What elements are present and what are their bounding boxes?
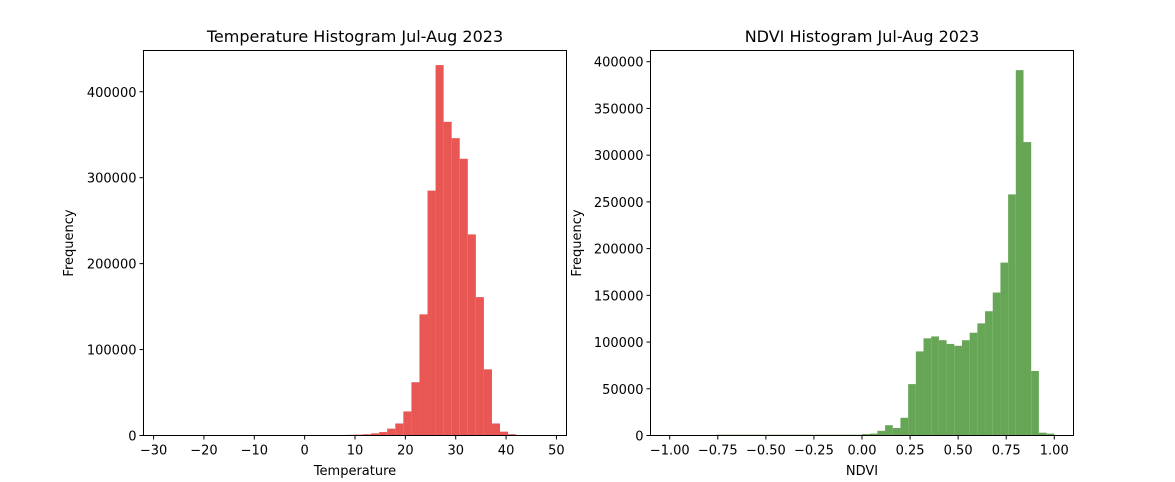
x-tick-label: −20 <box>190 444 217 459</box>
histogram-bar <box>500 431 509 436</box>
histogram-bar <box>491 423 501 436</box>
y-tick-label: 400000 <box>87 86 137 101</box>
histogram-bar <box>508 434 517 436</box>
histogram-bar <box>435 65 444 436</box>
x-tick-label: 10 <box>347 444 364 459</box>
histogram-bar <box>954 345 962 436</box>
histogram-bar <box>977 323 986 436</box>
y-tick-label: 0 <box>635 430 643 445</box>
x-tick-label: 20 <box>397 444 414 459</box>
chart-title: NDVI Histogram Jul-Aug 2023 <box>745 27 980 46</box>
y-tick-label: 200000 <box>594 243 644 258</box>
x-axis-label: NDVI <box>846 464 878 479</box>
histogram-bar <box>969 332 978 436</box>
histogram-bar <box>915 351 924 436</box>
histogram-bar <box>885 425 893 436</box>
plot-frame <box>650 50 1074 436</box>
y-tick-label: 200000 <box>87 258 137 273</box>
x-tick-label: 0.25 <box>896 444 925 459</box>
histogram-bar <box>1000 262 1009 436</box>
y-tick-label: 0 <box>128 430 136 445</box>
y-tick-label: 350000 <box>594 102 644 117</box>
y-tick-label: 150000 <box>594 289 644 304</box>
y-tick-label: 300000 <box>594 149 644 164</box>
x-tick-label: −0.25 <box>794 444 834 459</box>
histogram-bar <box>1031 371 1039 436</box>
x-tick-label: 0.50 <box>944 444 973 459</box>
ticks: −1.00 −0.75 −0.50 −0.25 0.00 0.25 0.50 0.75 1.00… <box>594 56 1069 459</box>
x-tick-label: −0.50 <box>746 444 786 459</box>
y-tick-label: 250000 <box>594 196 644 211</box>
histogram-bar <box>1038 432 1047 436</box>
ticks: −30 −20 −10 0 10 20 30 40 50 0 100000 200000 300000 4… <box>87 86 565 459</box>
histogram-bar <box>908 384 916 436</box>
histogram-bar <box>1046 433 1055 436</box>
histogram-bar <box>862 434 870 436</box>
x-tick-label: 0.00 <box>848 444 877 459</box>
x-tick-label: 40 <box>498 444 515 459</box>
histogram-bar <box>877 430 886 436</box>
x-tick-label: 1.00 <box>1040 444 1069 459</box>
histogram-bar <box>1023 142 1032 436</box>
histogram-bar <box>985 311 993 436</box>
histogram-bar <box>443 121 452 436</box>
histogram-bar <box>379 432 388 436</box>
x-tick-label: −0.75 <box>698 444 738 459</box>
bars <box>669 70 1055 436</box>
histogram-bar <box>459 158 468 436</box>
ndvi-histogram: NDVI Histogram Jul-Aug 2023 Frequency ND… <box>570 27 1074 479</box>
histogram-bar <box>363 434 372 436</box>
histogram-bar <box>387 428 396 436</box>
histogram-bar <box>1008 194 1016 436</box>
y-tick-label: 400000 <box>594 56 644 71</box>
x-tick-label: −1.00 <box>650 444 690 459</box>
histogram-bar <box>892 428 901 436</box>
y-tick-label: 300000 <box>87 172 137 187</box>
x-axis-label: Temperature <box>313 464 396 479</box>
histogram-bar <box>900 417 909 436</box>
x-tick-label: −10 <box>241 444 268 459</box>
histogram-bar <box>451 138 460 436</box>
y-tick-label: 50000 <box>602 383 643 398</box>
histogram-bar <box>1015 70 1024 436</box>
x-tick-label: 0.75 <box>992 444 1021 459</box>
histogram-bar <box>371 433 380 436</box>
histogram-bar <box>923 338 932 436</box>
plot-frame <box>143 50 567 436</box>
temperature-histogram: Temperature Histogram Jul-Aug 2023 Frequ… <box>62 27 567 479</box>
histogram-bar <box>483 369 492 436</box>
y-axis-label: Frequency <box>570 209 585 276</box>
histogram-bar <box>427 190 436 436</box>
x-tick-label: 50 <box>548 444 565 459</box>
chart-title: Temperature Histogram Jul-Aug 2023 <box>206 27 503 46</box>
histogram-bar <box>403 411 412 436</box>
histogram-bar <box>946 343 955 436</box>
histogram-bar <box>931 336 939 436</box>
histogram-bar <box>395 423 404 436</box>
bars <box>153 65 549 436</box>
histogram-bar <box>419 314 428 436</box>
histogram-bar <box>961 340 970 436</box>
x-tick-label: 30 <box>447 444 464 459</box>
histogram-bar <box>411 382 420 436</box>
x-tick-label: 0 <box>301 444 309 459</box>
y-axis-label: Frequency <box>62 209 77 276</box>
x-tick-label: −30 <box>140 444 167 459</box>
histogram-bar <box>992 292 1001 436</box>
y-tick-label: 100000 <box>87 344 137 359</box>
histogram-bar <box>467 234 476 436</box>
histogram-bar <box>475 297 484 436</box>
histogram-bar <box>938 340 947 436</box>
histogram-bar <box>869 433 878 436</box>
y-tick-label: 100000 <box>594 336 644 351</box>
